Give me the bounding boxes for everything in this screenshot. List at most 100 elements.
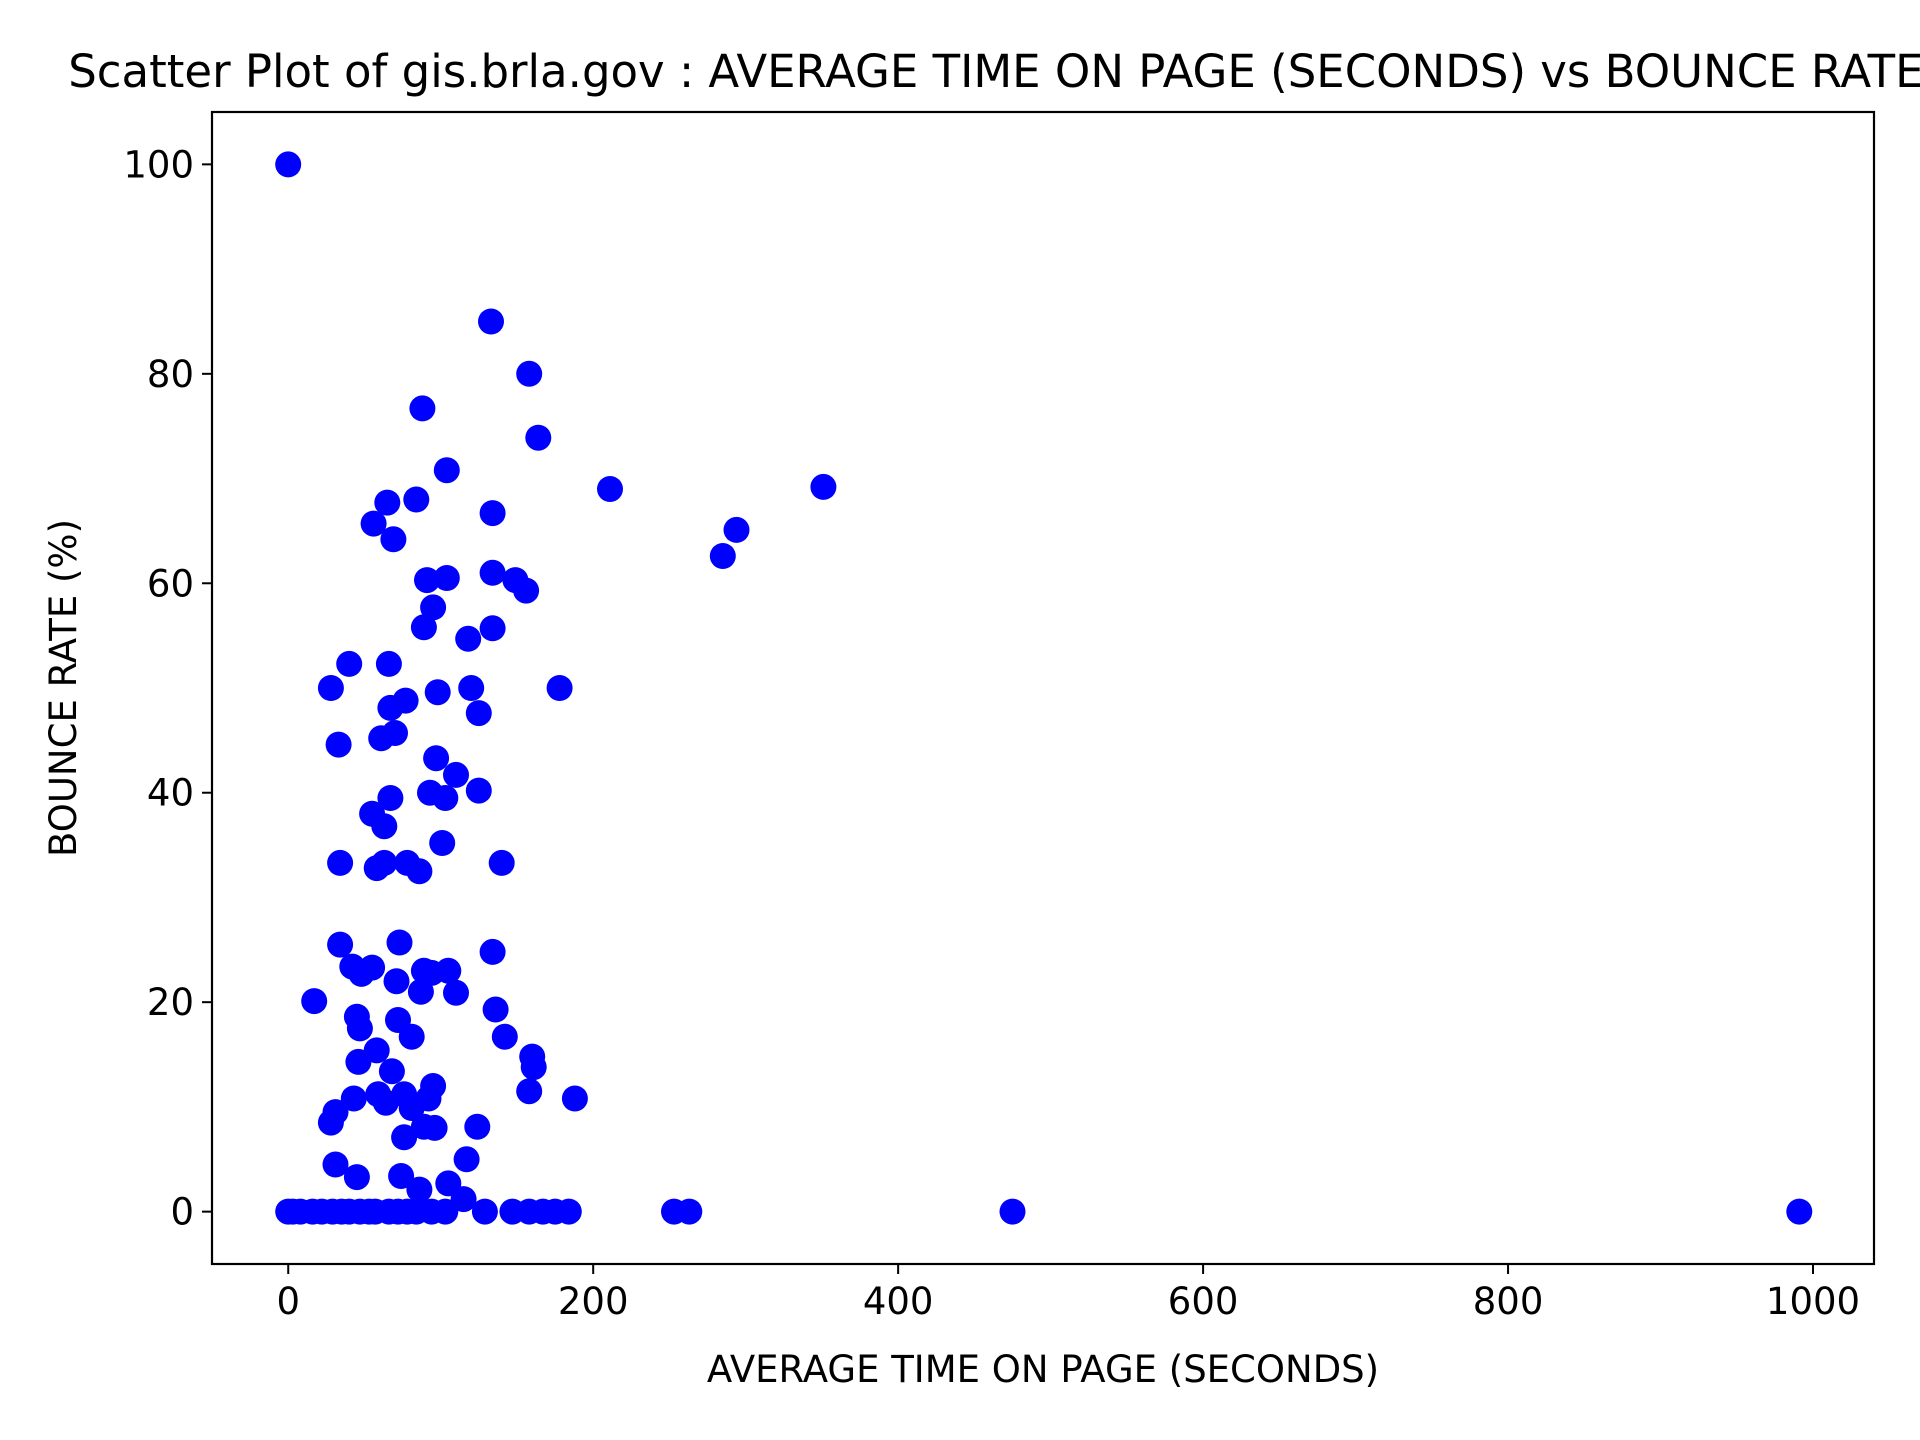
data-point xyxy=(488,849,515,876)
data-point xyxy=(482,996,509,1023)
data-point xyxy=(999,1198,1026,1225)
data-point xyxy=(432,785,459,811)
data-point xyxy=(371,813,398,840)
data-point xyxy=(410,1113,437,1140)
data-point xyxy=(420,594,447,621)
x-tick-label: 200 xyxy=(558,1280,629,1323)
data-point xyxy=(479,559,506,586)
data-point xyxy=(374,489,401,516)
data-point xyxy=(465,777,492,804)
data-point xyxy=(325,731,352,758)
data-point xyxy=(378,1058,405,1085)
y-tick-label: 40 xyxy=(147,772,194,815)
data-point xyxy=(343,1164,370,1191)
data-point xyxy=(555,1198,582,1225)
data-point xyxy=(375,650,402,677)
data-point xyxy=(479,615,506,642)
data-point xyxy=(386,929,413,956)
data-point xyxy=(368,725,395,752)
data-point xyxy=(414,567,440,594)
data-point xyxy=(409,395,436,422)
data-point xyxy=(391,1124,418,1151)
data-point xyxy=(453,1146,480,1173)
data-point xyxy=(516,1078,543,1105)
x-tick-label: 800 xyxy=(1473,1280,1544,1323)
x-tick-label: 0 xyxy=(276,1280,300,1323)
data-point xyxy=(403,486,430,513)
data-point xyxy=(406,1176,433,1203)
data-point xyxy=(336,650,363,677)
data-point xyxy=(709,543,736,569)
data-point xyxy=(317,1109,344,1136)
data-point xyxy=(429,830,456,856)
data-point xyxy=(398,1095,425,1121)
data-point xyxy=(433,565,460,591)
data-point xyxy=(433,457,460,484)
data-point xyxy=(525,424,552,451)
data-point xyxy=(406,858,433,885)
data-point xyxy=(443,979,469,1006)
data-point xyxy=(810,473,837,500)
data-point xyxy=(377,785,404,811)
data-point xyxy=(723,516,750,543)
data-point xyxy=(516,360,543,387)
data-point xyxy=(327,931,354,958)
data-point xyxy=(407,978,434,1005)
x-tick-label: 600 xyxy=(1168,1280,1239,1323)
y-tick-label: 20 xyxy=(147,981,194,1024)
data-point xyxy=(380,526,407,553)
data-point xyxy=(363,855,390,882)
data-points xyxy=(275,151,1813,1225)
data-point xyxy=(327,849,354,876)
data-point xyxy=(464,1113,491,1140)
data-point xyxy=(458,675,485,701)
data-point xyxy=(520,1054,547,1081)
y-tick-label: 100 xyxy=(123,143,194,186)
data-point xyxy=(360,510,387,537)
data-point xyxy=(597,476,623,502)
data-point xyxy=(1786,1198,1813,1225)
data-point xyxy=(561,1085,588,1112)
data-point xyxy=(359,954,386,981)
x-tick-label: 1000 xyxy=(1766,1280,1860,1323)
data-point xyxy=(491,1023,518,1050)
data-point xyxy=(301,988,328,1015)
x-axis-label: AVERAGE TIME ON PAGE (SECONDS) xyxy=(707,1348,1379,1391)
data-point xyxy=(513,577,540,604)
y-axis-ticks: 0 20 40 60 80 100 xyxy=(123,143,212,1234)
y-tick-label: 60 xyxy=(147,562,194,605)
data-point xyxy=(546,675,573,701)
data-point xyxy=(340,1085,367,1112)
y-axis-label: BOUNCE RATE (%) xyxy=(42,519,85,857)
data-point xyxy=(443,761,469,788)
data-point xyxy=(388,1163,415,1189)
data-point xyxy=(383,968,410,995)
data-point xyxy=(479,500,506,527)
plot-frame xyxy=(210,110,1876,1266)
data-point xyxy=(423,745,450,772)
data-point xyxy=(455,625,482,652)
data-point xyxy=(471,1198,498,1225)
data-point xyxy=(676,1198,703,1225)
data-point xyxy=(410,614,437,641)
data-point xyxy=(275,151,302,178)
data-point xyxy=(465,700,492,727)
data-point xyxy=(398,1023,425,1050)
data-point xyxy=(377,694,404,721)
data-point xyxy=(322,1151,349,1178)
data-point xyxy=(450,1186,477,1213)
data-point xyxy=(346,1015,373,1042)
chart-title: Scatter Plot of gis.brla.gov : AVERAGE T… xyxy=(68,45,1920,98)
data-point xyxy=(432,1198,459,1225)
x-axis-ticks: 0 200 400 600 800 1000 xyxy=(276,1264,1860,1323)
data-point xyxy=(424,679,451,706)
data-point xyxy=(317,675,344,701)
data-point xyxy=(479,938,506,965)
y-tick-label: 0 xyxy=(170,1191,194,1234)
data-point xyxy=(478,308,504,335)
x-tick-label: 400 xyxy=(863,1280,934,1323)
data-point xyxy=(345,1048,372,1075)
data-point xyxy=(372,1089,399,1116)
y-tick-label: 80 xyxy=(147,353,194,396)
